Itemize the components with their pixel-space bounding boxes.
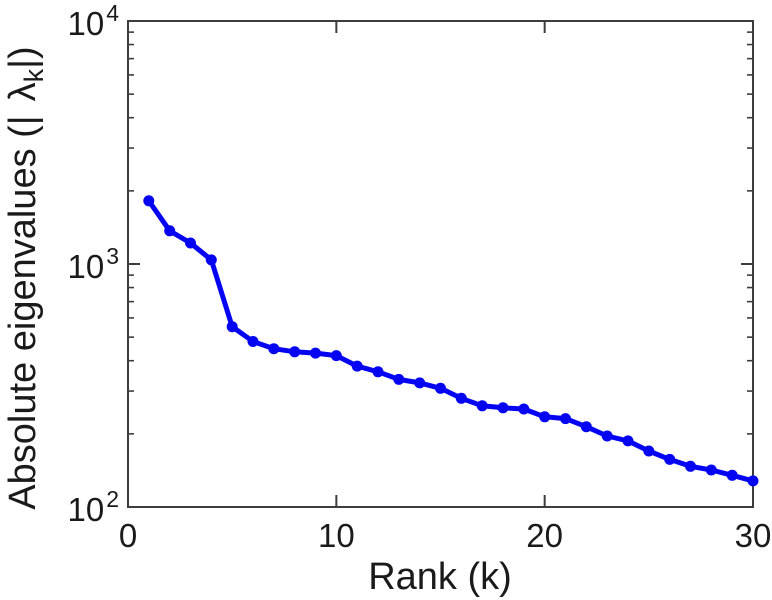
data-point (643, 445, 655, 457)
data-point (393, 373, 405, 385)
data-point (164, 225, 176, 237)
data-point (497, 402, 509, 414)
y-tick-label: 103 (67, 243, 119, 285)
data-point (685, 460, 696, 472)
x-tick-label: 30 (734, 517, 772, 554)
data-point (726, 469, 738, 481)
x-axis-label: Rank (k) (368, 556, 512, 598)
y-tick-label: 104 (67, 0, 119, 42)
data-point (476, 400, 488, 412)
data-point (747, 475, 759, 487)
lambda-symbol: λ (2, 82, 44, 102)
data-point (622, 435, 634, 447)
data-point (143, 195, 155, 207)
x-tick-label: 10 (317, 517, 355, 554)
y-axis-label-suffix: |) (2, 46, 44, 69)
data-point (247, 336, 259, 347)
data-point (435, 382, 446, 394)
data-line (146, 199, 754, 484)
data-point (664, 453, 676, 465)
data-point (351, 360, 363, 372)
x-tick-label: 20 (526, 517, 564, 554)
y-axis-label: Absolute eigenvalues (| λk|) (2, 46, 49, 510)
data-point (414, 377, 426, 389)
data-point (226, 321, 238, 333)
data-point (580, 421, 592, 433)
data-point (455, 392, 467, 404)
data-point (372, 366, 384, 378)
data-point (330, 350, 342, 362)
x-tick-label: 0 (118, 517, 138, 554)
data-point (705, 464, 717, 476)
data-point (289, 346, 301, 358)
axes-box (127, 20, 754, 508)
y-axis-label-prefix: Absolute eigenvalues (| (2, 115, 44, 510)
data-point (268, 343, 280, 355)
data-point (560, 413, 571, 425)
data-point (601, 430, 613, 442)
lambda-subscript: k (19, 68, 49, 83)
data-point (539, 411, 551, 423)
y-tick-label: 102 (67, 486, 119, 528)
data-point (205, 254, 217, 266)
data-point (518, 403, 530, 415)
data-point (185, 237, 196, 249)
data-point (310, 347, 321, 359)
